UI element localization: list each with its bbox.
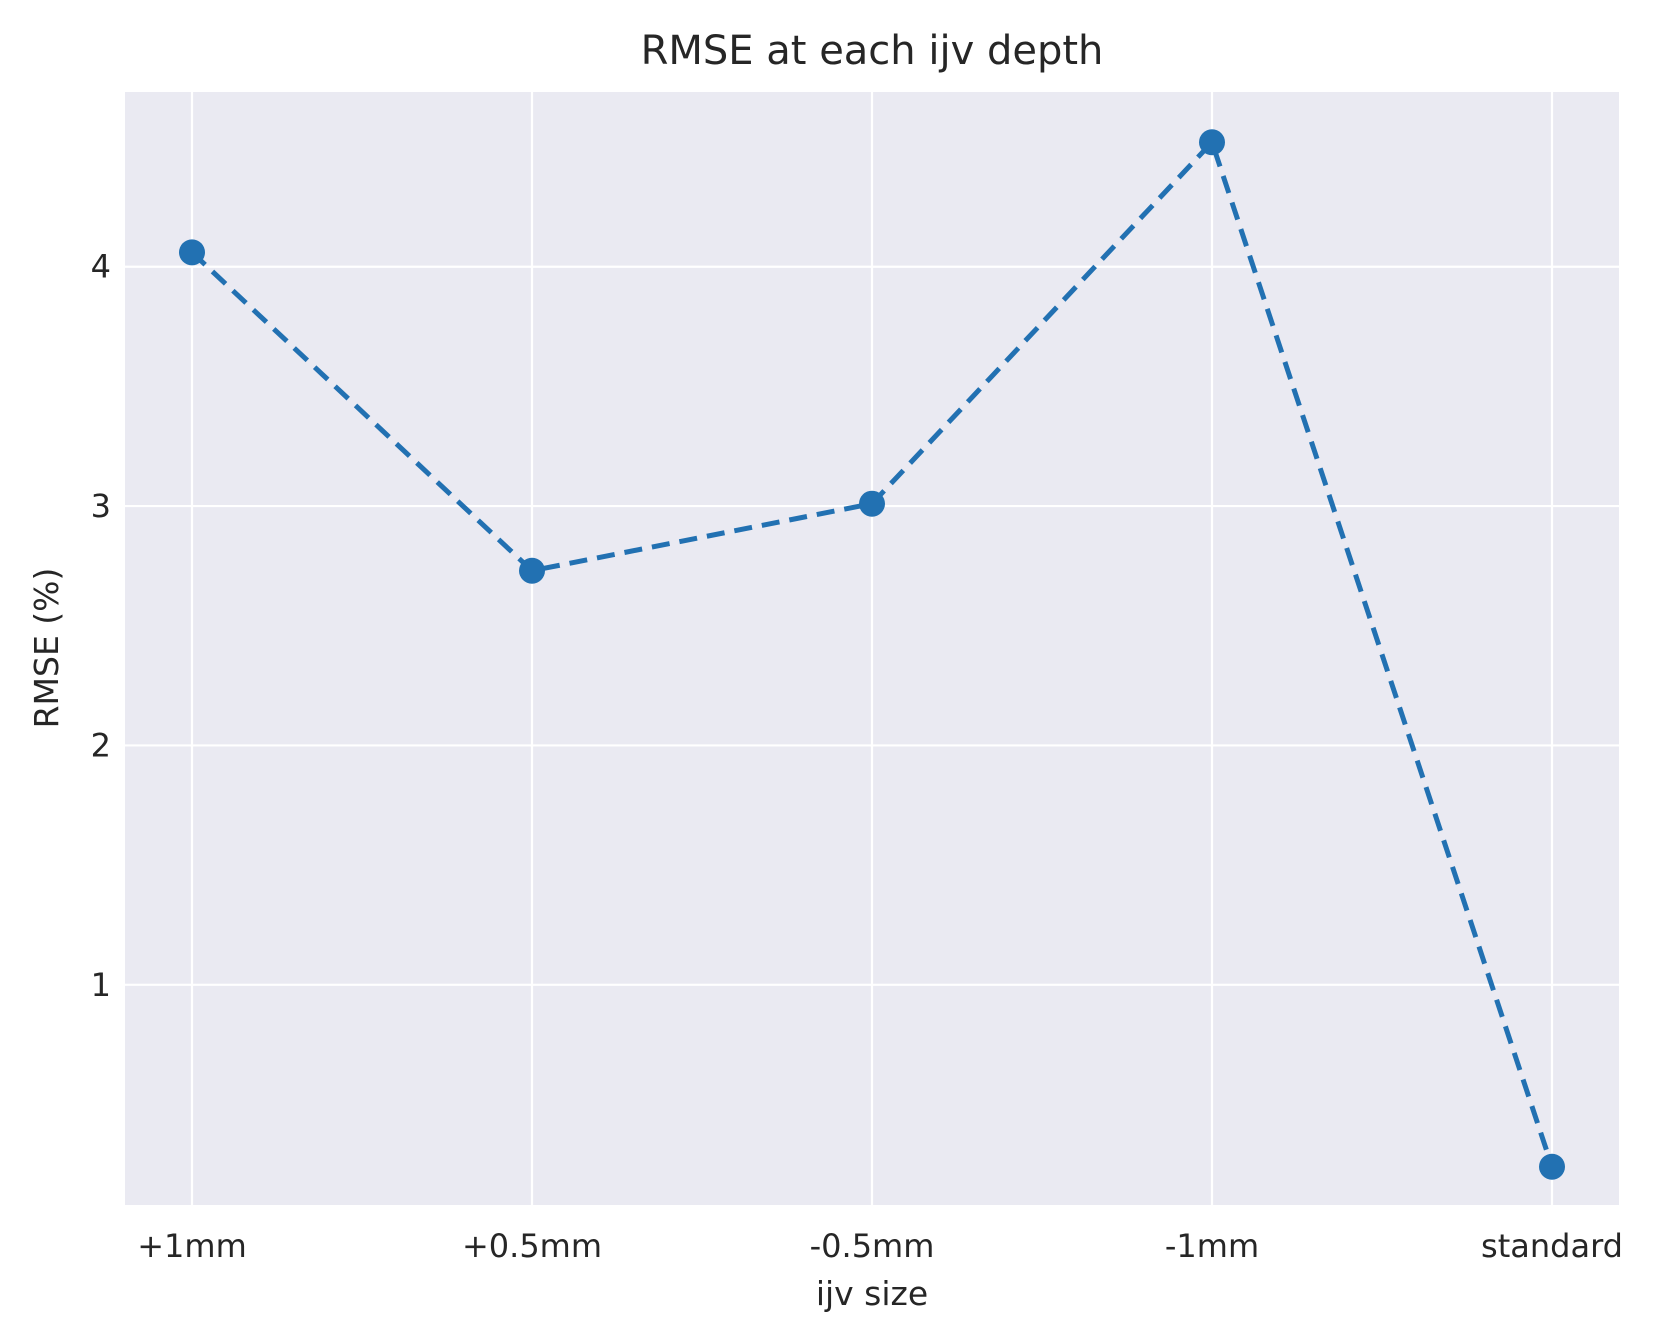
- data-point-1: [519, 557, 545, 584]
- y-tick-labels: 1 2 3 4: [91, 248, 111, 1004]
- x-tick-label-2: -0.5mm: [810, 1227, 935, 1265]
- data-points: [179, 129, 1565, 1180]
- x-tick-labels: +1mm +0.5mm -0.5mm -1mm standard: [137, 1227, 1623, 1265]
- data-point-0: [179, 239, 205, 266]
- x-tick-label-0: +1mm: [137, 1227, 247, 1265]
- x-tick-label-3: -1mm: [1165, 1227, 1259, 1265]
- x-tick-label-4: standard: [1481, 1227, 1623, 1265]
- data-point-3: [1199, 129, 1225, 156]
- x-grid-lines: [190, 92, 1554, 1205]
- chart-title: RMSE at each ijv depth: [641, 28, 1104, 74]
- x-tick-label-1: +0.5mm: [462, 1227, 602, 1265]
- data-point-2: [859, 490, 885, 517]
- y-axis-label: RMSE (%): [27, 568, 66, 729]
- y-tick-label-1: 2: [91, 726, 111, 764]
- y-tick-label-2: 3: [91, 487, 111, 525]
- x-axis-label: ijv size: [816, 1274, 928, 1313]
- data-point-4: [1539, 1153, 1565, 1180]
- y-tick-label-3: 4: [91, 248, 111, 286]
- y-tick-label-0: 1: [91, 966, 111, 1004]
